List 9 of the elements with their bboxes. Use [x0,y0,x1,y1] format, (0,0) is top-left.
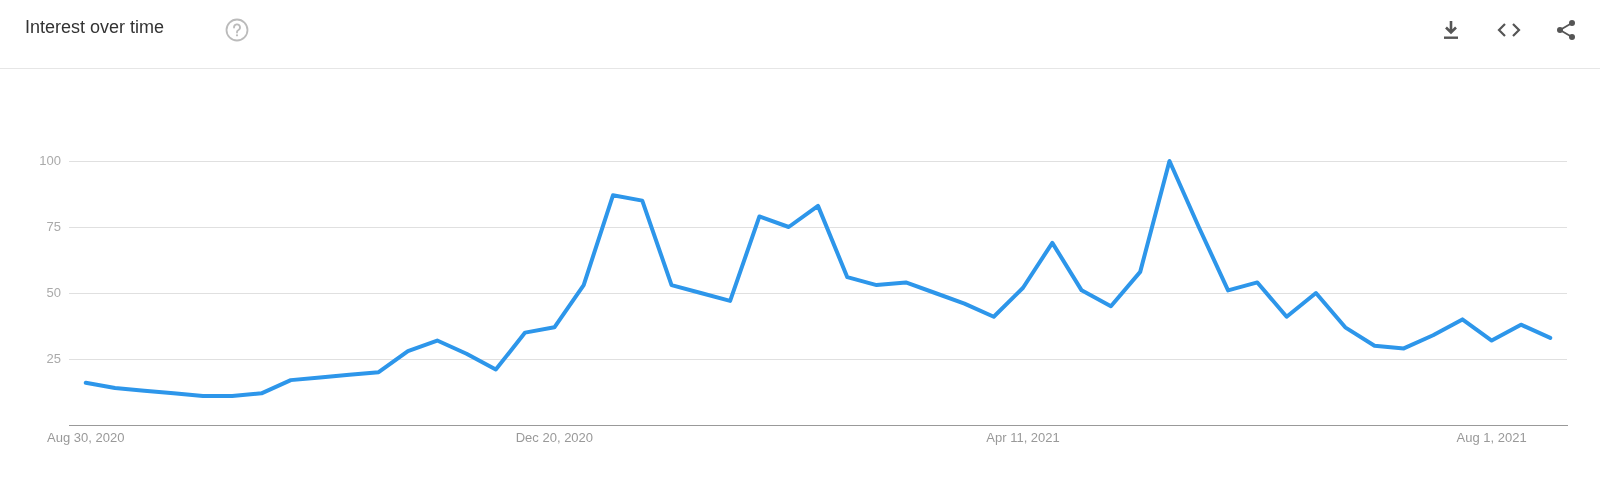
x-tick-label: Aug 1, 2021 [1456,430,1527,446]
x-tick-label: Aug 30, 2020 [47,430,125,446]
chart-title: Interest over time [25,17,165,38]
y-tick-label: 75 [46,218,61,234]
x-tick-label: Apr 11, 2021 [986,430,1060,446]
y-tick-label: 50 [46,284,61,300]
y-tick-label: 100 [39,152,61,168]
x-tick-label: Dec 20, 2020 [515,430,594,446]
y-tick-label: 25 [46,350,61,366]
